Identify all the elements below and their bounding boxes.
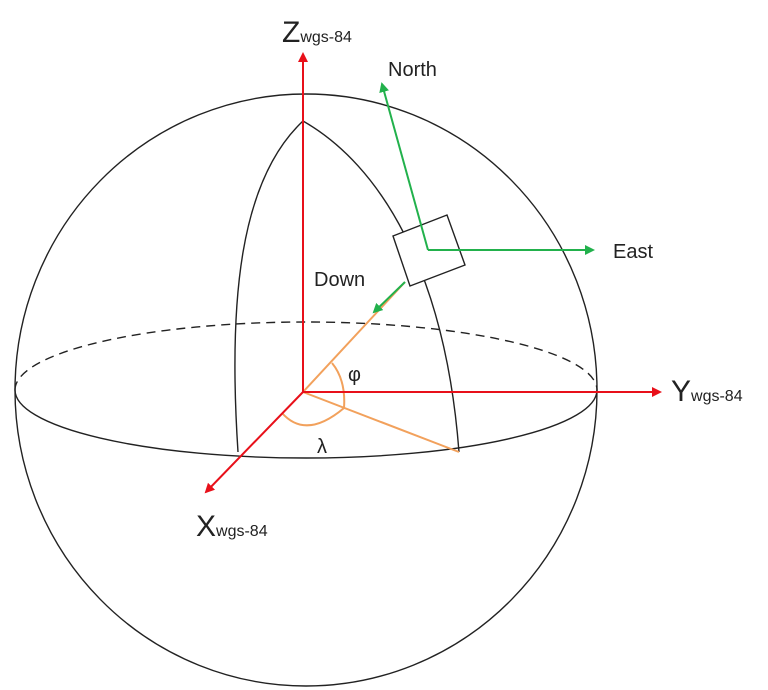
z-axis-label: Zwgs-84 <box>282 16 352 49</box>
north-arrow <box>379 82 429 251</box>
x-axis-label: Xwgs-84 <box>196 510 268 543</box>
equator-back <box>14 321 598 391</box>
down-label: Down <box>314 269 365 291</box>
longitude-label: λ <box>317 436 327 458</box>
meridian-left <box>234 120 304 453</box>
down-arrow <box>372 281 406 314</box>
longitude-arc <box>281 407 345 427</box>
latitude-label: φ <box>348 364 361 386</box>
y-axis-label: Ywgs-84 <box>671 375 743 408</box>
position-radius-line <box>302 281 406 393</box>
longitude-projection-line <box>302 391 460 453</box>
equator-front <box>14 389 598 459</box>
east-label: East <box>613 241 653 263</box>
x-axis <box>204 391 304 494</box>
latitude-arc <box>331 362 346 409</box>
north-label: North <box>388 59 437 81</box>
